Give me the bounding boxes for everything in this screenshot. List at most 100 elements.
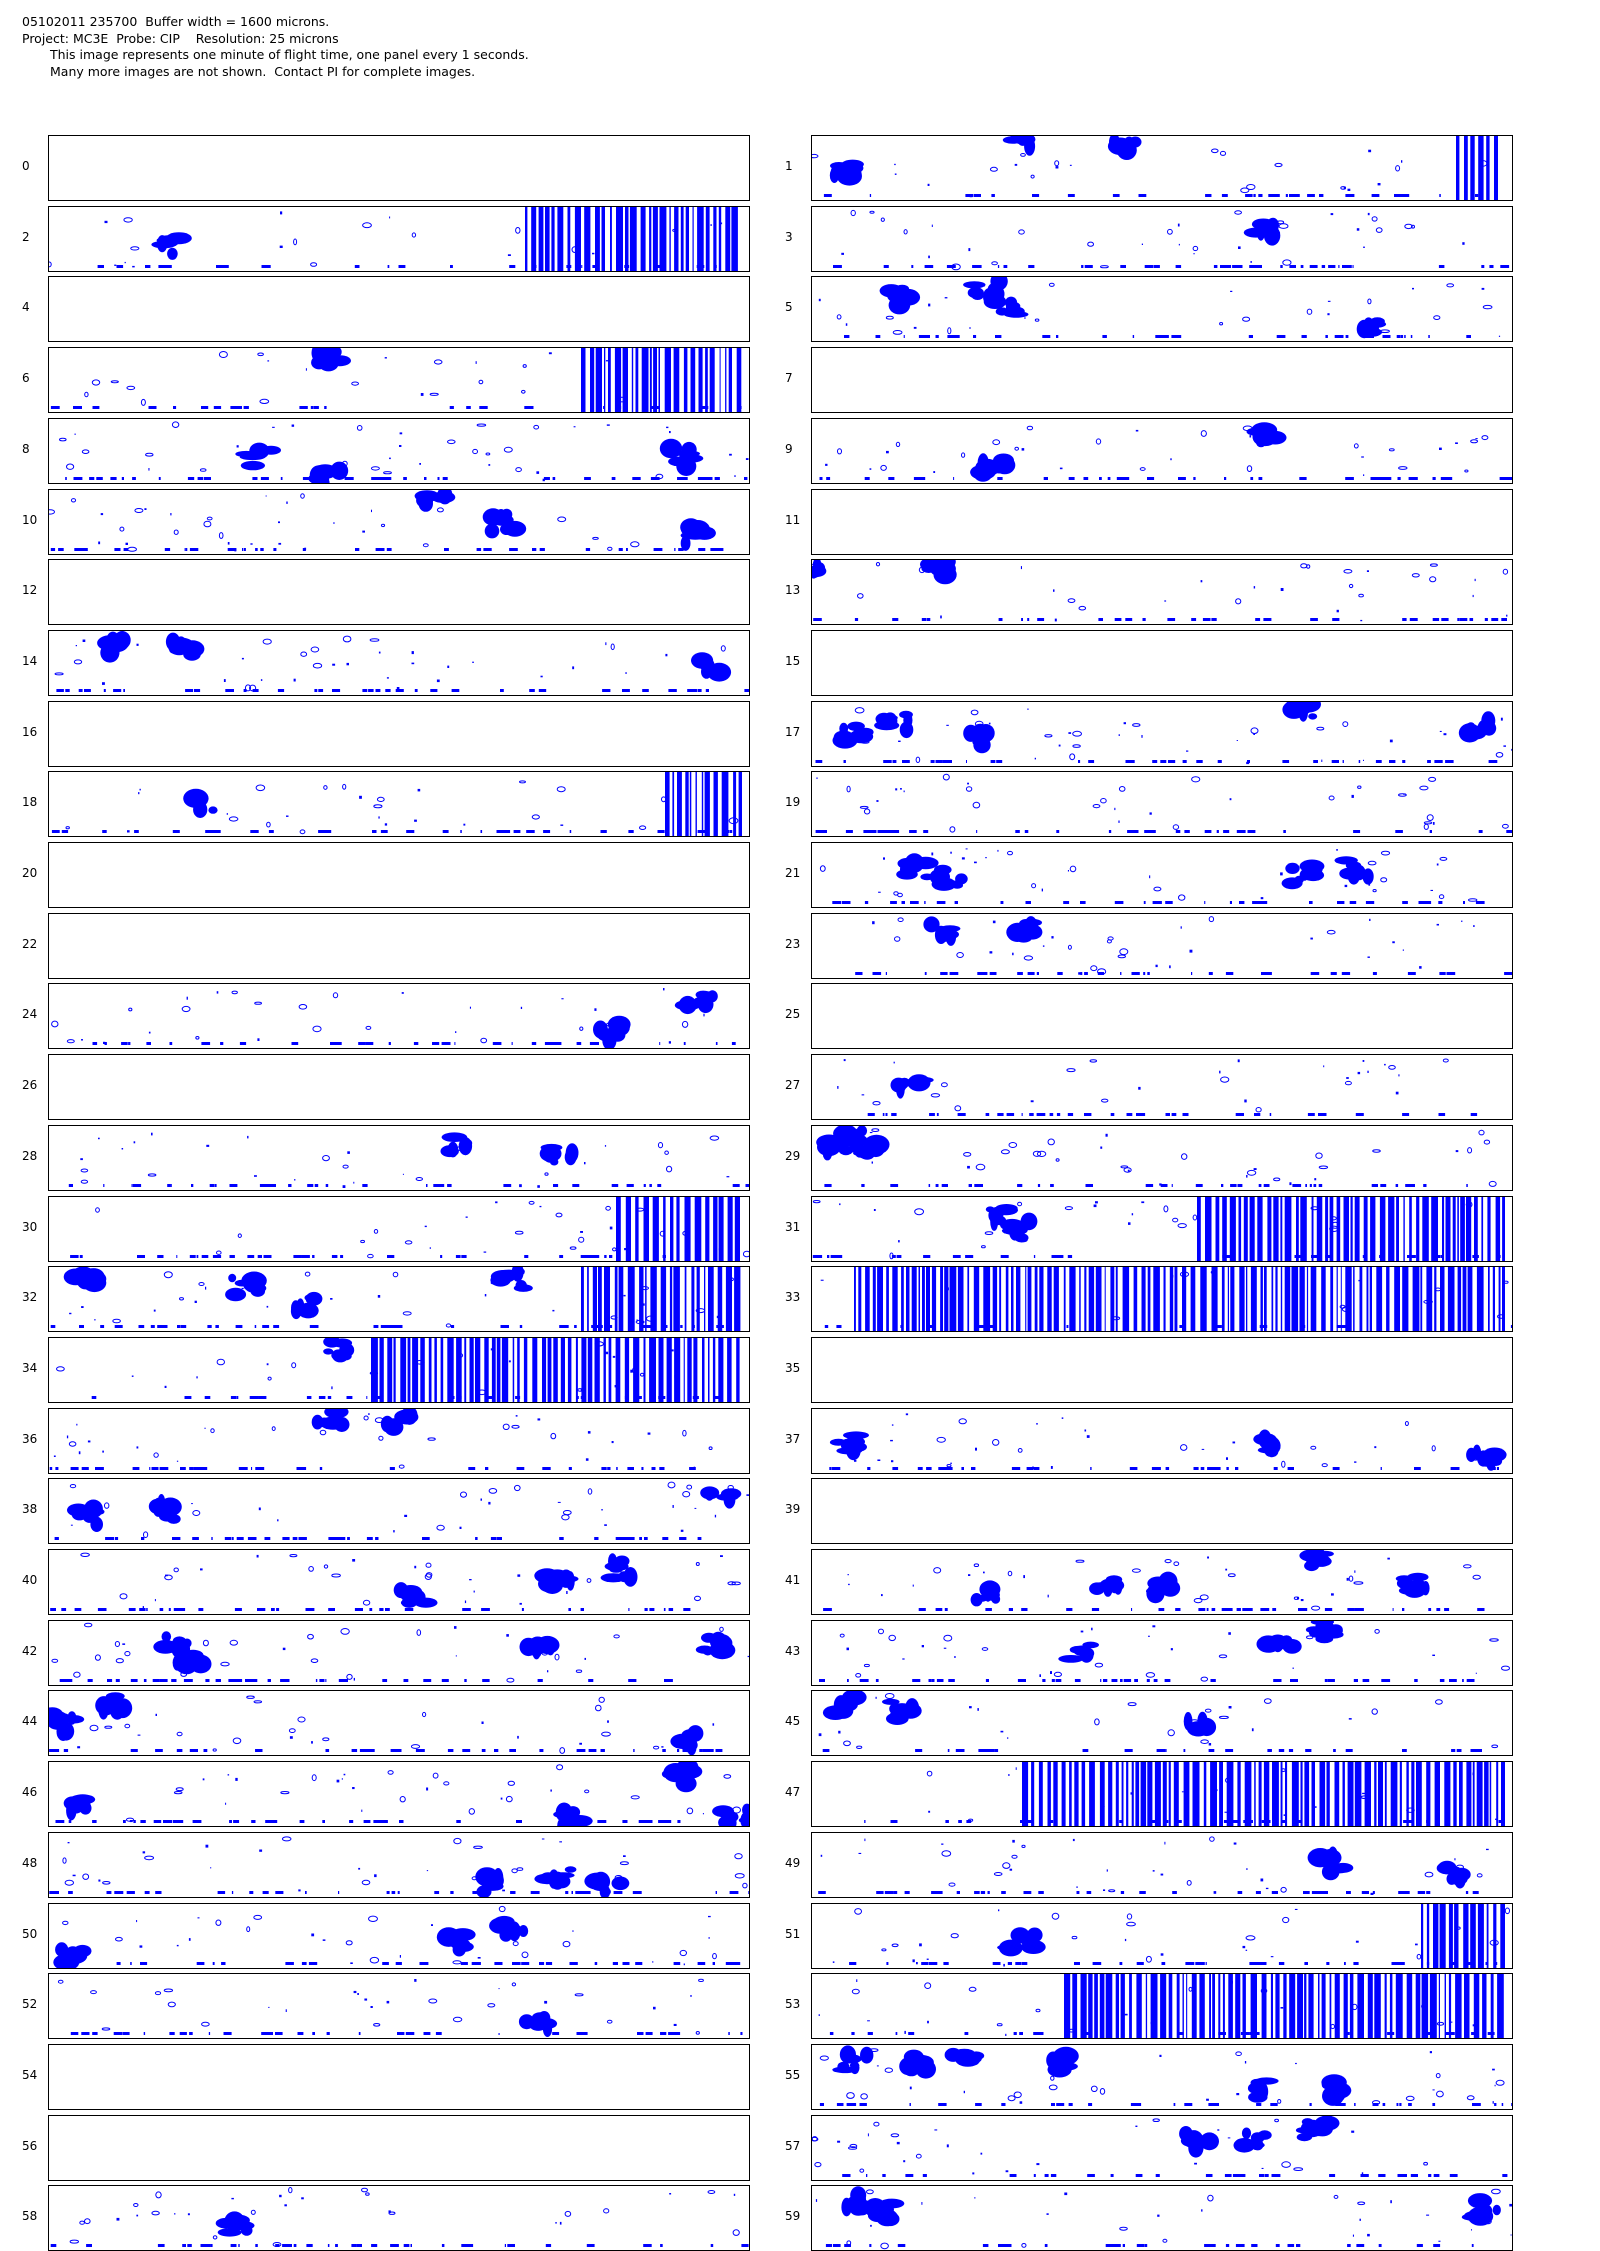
particle-ring: [878, 1628, 884, 1634]
particle-ring: [1026, 425, 1034, 431]
timing-mark: [968, 1183, 972, 1187]
particle-blob: [832, 721, 874, 749]
timing-mark: [351, 2244, 357, 2248]
timing-mark: [339, 1678, 348, 1682]
particle-blob: [680, 517, 716, 551]
particle-dot: [78, 1450, 81, 1454]
particle-dot: [1283, 1814, 1287, 1816]
timing-mark: [450, 1890, 454, 1894]
timing-mark: [1354, 1608, 1363, 1611]
particle-ring: [598, 1697, 605, 1704]
particle-dot: [944, 297, 948, 299]
particle-stripe: [1388, 1196, 1395, 1261]
particle-dot: [1495, 1818, 1498, 1821]
timing-mark: [936, 901, 946, 904]
timing-mark: [1021, 1608, 1028, 1611]
timing-mark: [50, 2244, 57, 2248]
particle-stripe: [1444, 1762, 1451, 1827]
timing-mark: [1396, 2102, 1399, 2106]
particle-dot: [1059, 467, 1063, 469]
timing-mark: [1318, 1113, 1327, 1117]
particle-ring: [873, 2121, 880, 2127]
timing-mark: [913, 476, 922, 480]
timing-mark: [1017, 1678, 1026, 1682]
particle-stripe: [1296, 1196, 1299, 1261]
particle-dot: [1348, 1718, 1352, 1720]
timing-mark: [1438, 1113, 1444, 1117]
timing-mark: [511, 1042, 513, 1046]
particle-stripe: [1182, 1267, 1187, 1332]
particle-dot: [983, 1571, 985, 1574]
particle-dot: [1050, 1465, 1053, 1469]
timing-mark: [639, 1537, 642, 1541]
particle-dot: [1217, 2128, 1220, 2131]
particle-ring: [686, 1484, 693, 1490]
timing-mark: [414, 688, 418, 692]
particle-dot: [1152, 1869, 1155, 1872]
particle-ring: [871, 1127, 880, 1132]
timing-mark: [1167, 618, 1176, 622]
timing-mark: [1110, 2173, 1114, 2177]
particle-ring: [1106, 938, 1112, 944]
particle-ring: [94, 1654, 101, 1661]
particle-stripe: [683, 348, 688, 413]
particle-dot: [196, 1376, 198, 1379]
particle-dot: [672, 1505, 674, 1509]
timing-mark: [126, 1890, 135, 1894]
timing-mark: [270, 1820, 278, 1824]
timing-mark: [895, 2032, 898, 2036]
timing-mark: [84, 688, 91, 692]
timing-mark: [512, 1961, 520, 1965]
timing-mark: [1383, 476, 1392, 480]
particle-dot: [1170, 1647, 1173, 1650]
timing-mark: [1407, 971, 1416, 975]
particle-ring: [614, 1874, 623, 1880]
timing-mark: [575, 1820, 583, 1824]
timing-mark: [230, 547, 237, 551]
timing-mark: [1506, 830, 1512, 834]
particle-dot: [1466, 1244, 1470, 1248]
timing-mark: [566, 264, 572, 268]
particle-stripe: [1094, 1974, 1098, 2039]
timing-mark: [492, 1042, 502, 1046]
timing-mark: [875, 1678, 879, 1682]
particle-dot: [980, 2152, 983, 2155]
particle-image: [50, 348, 742, 413]
particle-dot: [1141, 1200, 1145, 1203]
timing-mark: [855, 971, 863, 975]
timing-mark: [1037, 618, 1045, 622]
timing-mark: [576, 1749, 586, 1753]
timing-mark: [819, 830, 827, 834]
particle-dot: [573, 425, 576, 428]
particle-ring: [81, 449, 90, 454]
particle-stripe: [1250, 1267, 1257, 1332]
particle-dot: [459, 1526, 462, 1530]
timing-mark: [909, 2102, 911, 2106]
particle-ring: [1153, 886, 1162, 892]
particle-ring: [202, 1639, 209, 1646]
particle-ring: [477, 1389, 487, 1395]
timing-mark: [252, 476, 258, 480]
timing-mark: [819, 1678, 825, 1682]
timing-mark: [1469, 618, 1474, 622]
timing-mark: [1463, 1961, 1472, 1965]
particle-dot: [204, 1427, 206, 1429]
particle-blob: [1256, 1634, 1302, 1654]
particle-blob: [899, 2049, 936, 2079]
timing-mark: [1382, 2102, 1386, 2106]
particle-dot: [1356, 227, 1360, 231]
particle-ring: [1139, 466, 1146, 471]
timing-mark: [1019, 2032, 1023, 2036]
timing-mark: [533, 264, 537, 268]
timing-mark: [236, 1395, 239, 1399]
timing-mark: [581, 264, 583, 268]
timing-mark: [97, 1608, 106, 1611]
particle-ring: [996, 2023, 1003, 2027]
particle-ring: [361, 1879, 371, 1885]
timing-mark: [413, 1042, 419, 1046]
timing-mark: [1235, 1113, 1242, 1117]
timing-mark: [973, 264, 982, 268]
timing-mark: [1038, 1890, 1044, 1894]
timing-mark: [1084, 971, 1088, 975]
particle-ring: [1282, 1916, 1290, 1923]
